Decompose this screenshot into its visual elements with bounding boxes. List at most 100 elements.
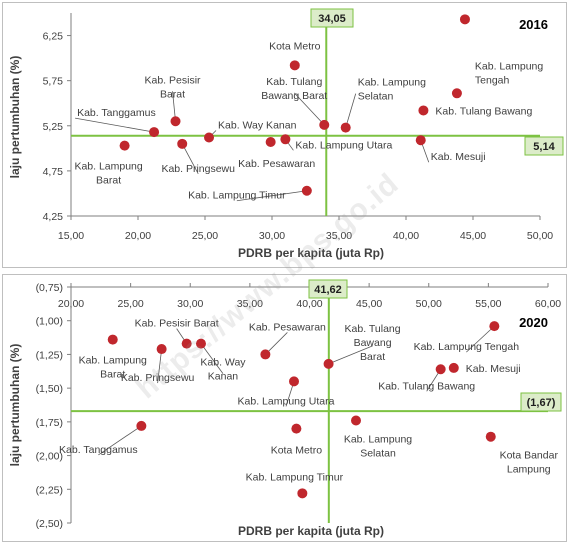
point-label: Kab. Lampung Tengah [414,341,520,353]
point-label: Kab. Pringsewu [121,372,195,384]
point-label: Kab. Mesuji [466,363,521,375]
x-axis-title: PDRB per kapita (juta Rp) [238,524,384,538]
point-label: Kab. Tulang Bawang Barat [261,76,327,102]
y-tick-label: (2,50) [36,518,63,530]
x-tick-label: 50,00 [416,298,442,310]
data-point [485,431,496,442]
y-tick-label: 4,25 [43,211,64,223]
ref-y-label: 5,14 [533,141,555,153]
leader-line [157,348,163,384]
scatter-chart-2016: 15,00 20,00 25,00 30,00 35,00 40,00 45,00 50,00… [8,8,564,260]
ref-x-label: 34,05 [318,13,346,25]
point-label: Kab. Lampung Timur [188,190,286,202]
x-tick-label: 35,00 [237,298,263,310]
year-label: 2020 [519,315,548,330]
point-label: Kota Metro [269,40,321,52]
point-label: Kab. Pesisir Barat [145,74,202,100]
data-point [319,119,330,130]
point-label: Kab. Tulang Bawang [378,380,475,392]
point-label: Kab. Lampung Utara [238,395,335,407]
chart-panel-2016: 15,00 20,00 25,00 30,00 35,00 40,00 45,00 50,00… [2,2,567,268]
data-point [119,140,130,151]
point-label: Kab. Tulang Bawang [435,105,532,117]
x-tick-label: 25,00 [192,230,218,242]
y-tick-label: 6,25 [43,31,64,43]
y-tick-label: 4,75 [43,166,64,178]
x-tick-label: 20,00 [125,230,151,242]
data-point [136,420,147,431]
ref-y-box [524,136,564,156]
point-label: Kab. Lampung Selatan [344,434,412,460]
x-tick-label: 20,00 [58,298,84,310]
point-label: Kab. Lampung Selatan [358,77,426,103]
data-point [323,358,334,369]
data-point [107,334,118,345]
leader-line [466,325,495,353]
leader-line [200,343,224,374]
data-point [418,105,429,116]
point-label: Kab. Lampung Tengah [475,60,543,86]
point-label: Kota Metro [271,445,323,457]
data-point [489,321,500,332]
data-point [170,116,181,127]
point-label: Kab. Tanggamus [59,444,138,456]
data-point [291,423,302,434]
x-tick-label: 15,00 [58,230,84,242]
x-tick-label: 40,00 [393,230,419,242]
leader-line [181,143,199,175]
data-point [435,364,446,375]
leader-line [328,345,373,365]
y-tick-label: (1,50) [36,383,63,395]
data-point [301,185,312,196]
ref-x-box [310,8,354,28]
y-tick-label: (1,00) [36,316,63,328]
data-point [297,488,308,499]
point-label: Kab. Pesawaran [238,158,315,170]
x-tick-label: 45,00 [356,298,382,310]
data-point [340,122,351,133]
chart-panel-2020: 20,00 25,00 30,00 35,00 40,00 45,00 50,00 55,00… [2,274,567,542]
data-point [415,135,426,146]
data-point [351,415,362,426]
leader-line [345,93,357,128]
ref-x-box [308,279,348,299]
y-tick-label: (1,75) [36,417,63,429]
point-label: Kota Bandar Lampung [500,450,559,476]
data-point [181,338,192,349]
x-axis-title: PDRB per kapita (juta Rp) [238,246,384,260]
data-point [204,132,215,143]
ref-y-label: (1,67) [527,397,556,409]
data-point [195,338,206,349]
point-label: Kab. Mesuji [431,151,486,163]
point-label: Kab. Tulang Bawang Barat [345,323,401,363]
leader-line [98,425,142,456]
data-point [459,14,470,25]
x-tick-label: 30,00 [259,230,285,242]
y-tick-label: 5,25 [43,121,64,133]
x-tick-label: 55,00 [475,298,501,310]
scatter-chart-2020: 20,00 25,00 30,00 35,00 40,00 45,00 50,00 55,00… [8,279,562,538]
y-tick-label: (2,00) [36,451,63,463]
data-point [260,349,271,360]
x-tick-label: 45,00 [460,230,486,242]
point-label: Kab. Lampung Barat [74,161,142,187]
data-point [451,88,462,99]
x-tick-label: 50,00 [527,230,553,242]
point-label: Kab. Pesawaran [249,321,326,333]
leader-line [293,92,325,126]
data-point [177,138,188,149]
data-point [149,127,160,138]
ref-y-box [520,392,562,412]
point-label: Kab. Lampung Utara [295,139,392,151]
data-point [448,362,459,373]
x-tick-label: 30,00 [177,298,203,310]
data-point [288,376,299,387]
y-tick-label: 5,75 [43,76,64,88]
year-label: 2016 [519,17,548,32]
y-tick-label: (2,25) [36,484,63,496]
y-axis-title: laju pertumbuhan (%) [8,56,22,179]
leader-line [236,190,307,202]
y-tick-label: (1,25) [36,349,63,361]
leader-line [75,117,155,133]
point-label: Kab. Lampung Timur [246,471,344,483]
